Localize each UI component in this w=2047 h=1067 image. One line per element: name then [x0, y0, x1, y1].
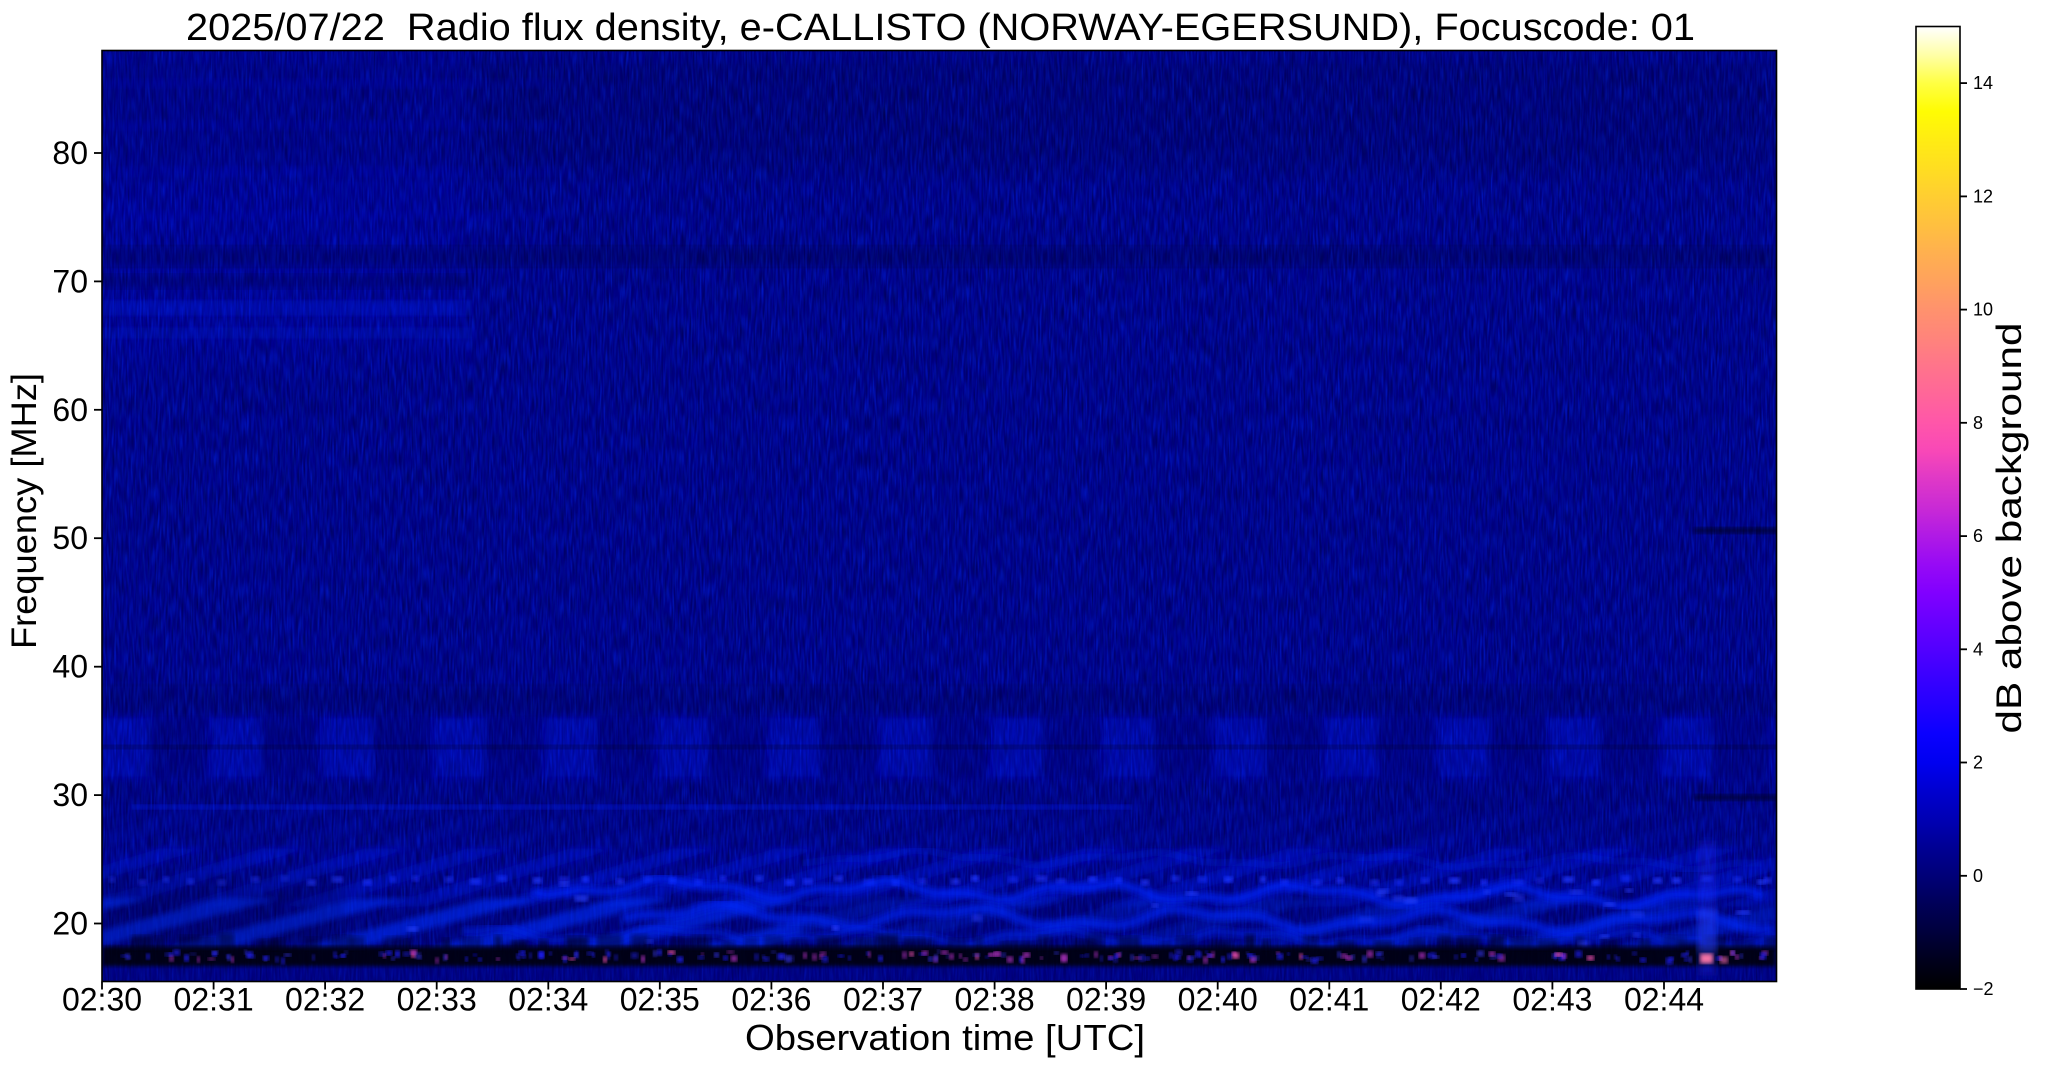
svg-text:02:31: 02:31: [174, 982, 254, 1018]
svg-text:6: 6: [1973, 526, 1983, 546]
svg-text:02:43: 02:43: [1512, 982, 1592, 1018]
svg-text:02:42: 02:42: [1401, 982, 1481, 1018]
svg-text:60: 60: [52, 392, 88, 428]
svg-text:02:38: 02:38: [955, 982, 1035, 1018]
svg-text:0: 0: [1973, 866, 1983, 886]
svg-text:4: 4: [1973, 639, 1983, 659]
svg-text:02:37: 02:37: [843, 982, 923, 1018]
svg-text:02:30: 02:30: [62, 982, 142, 1018]
svg-text:30: 30: [52, 777, 88, 813]
svg-text:02:44: 02:44: [1624, 982, 1704, 1018]
svg-text:−2: −2: [1973, 979, 1994, 999]
svg-text:02:41: 02:41: [1289, 982, 1369, 1018]
svg-text:70: 70: [52, 263, 88, 299]
svg-text:2: 2: [1973, 753, 1983, 773]
svg-text:02:36: 02:36: [731, 982, 811, 1018]
svg-text:50: 50: [52, 520, 88, 556]
svg-text:40: 40: [52, 649, 88, 685]
svg-text:02:40: 02:40: [1178, 982, 1258, 1018]
svg-text:02:35: 02:35: [620, 982, 700, 1018]
svg-text:dB above background: dB above background: [1990, 323, 2029, 734]
svg-text:Observation time [UTC]: Observation time [UTC]: [745, 1017, 1145, 1058]
svg-text:2025/07/22 Radio flux density: 2025/07/22 Radio flux density, e-CALLIST…: [186, 7, 1695, 49]
svg-text:02:33: 02:33: [397, 982, 477, 1018]
svg-text:12: 12: [1973, 186, 1993, 206]
svg-text:8: 8: [1973, 413, 1983, 433]
svg-text:02:32: 02:32: [285, 982, 365, 1018]
svg-text:Frequency [MHz]: Frequency [MHz]: [5, 373, 44, 649]
svg-text:80: 80: [52, 135, 88, 171]
svg-text:02:34: 02:34: [508, 982, 588, 1018]
svg-text:10: 10: [1973, 300, 1993, 320]
svg-text:02:39: 02:39: [1066, 982, 1146, 1018]
svg-text:14: 14: [1973, 73, 1993, 93]
svg-text:20: 20: [52, 906, 88, 942]
